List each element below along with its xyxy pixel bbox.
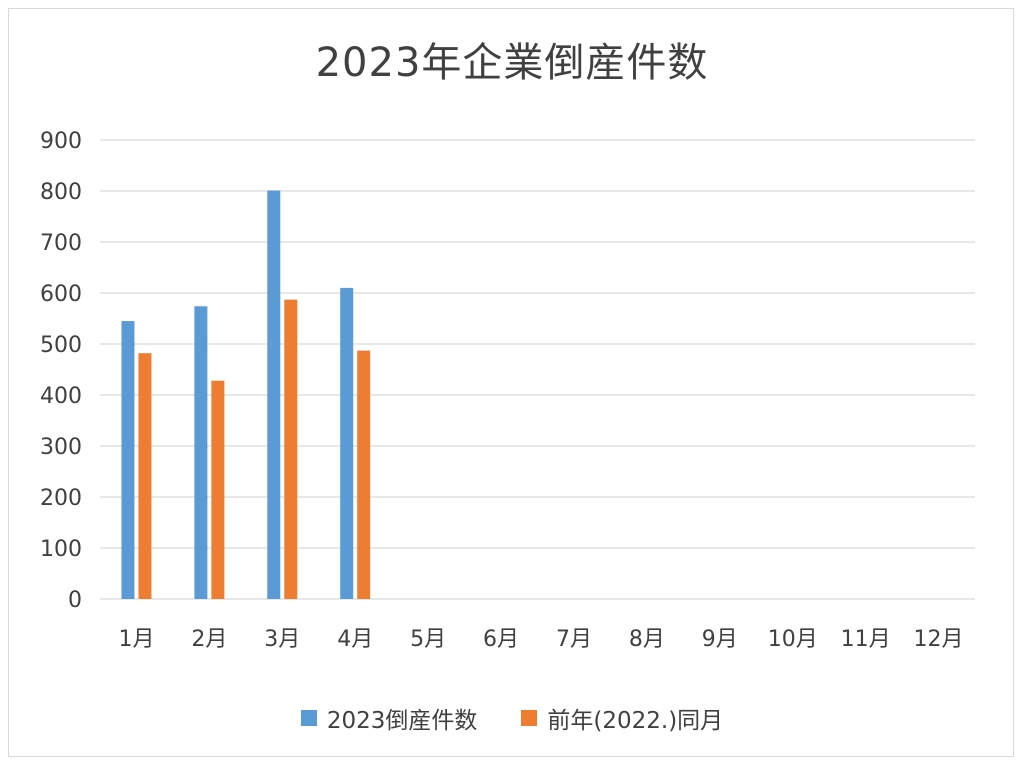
- x-tick-label: 3月: [264, 627, 300, 652]
- legend-swatch-2023: [300, 710, 317, 726]
- x-tick-label: 4月: [337, 627, 373, 652]
- x-tick-label: 1月: [118, 627, 154, 652]
- bars: [121, 190, 371, 600]
- legend: 2023倒産件数 前年(2022.)同月: [0, 698, 1024, 738]
- legend-label-2023: 2023倒産件数: [326, 708, 478, 734]
- legend-item-2023: 2023倒産件数: [300, 701, 478, 735]
- y-axis-ticks: 0 100 200 300 400 500 600 700 800 900: [40, 129, 82, 613]
- bar-prior-year: [138, 353, 152, 599]
- x-axis-ticks: 1月 2月 3月 4月 5月 6月 7月 8月 9月 10月 11月 12月: [118, 627, 963, 652]
- y-tick-label: 300: [40, 435, 82, 460]
- legend-item-prior-year: 前年(2022.)同月: [521, 701, 723, 735]
- y-tick-label: 200: [40, 486, 82, 511]
- x-tick-label: 2月: [191, 627, 227, 652]
- x-tick-label: 12月: [914, 627, 964, 652]
- y-tick-label: 800: [40, 180, 82, 205]
- legend-label-prior-year: 前年(2022.)同月: [547, 708, 724, 734]
- x-tick-label: 8月: [629, 627, 665, 652]
- bar-2023: [340, 287, 354, 599]
- bar-2023: [267, 190, 281, 600]
- y-tick-label: 400: [40, 384, 82, 409]
- bar-prior-year: [211, 380, 225, 599]
- bar-2023: [194, 306, 208, 599]
- bar-2023: [121, 321, 135, 599]
- y-tick-label: 0: [68, 588, 82, 613]
- y-tick-label: 500: [40, 333, 82, 358]
- x-tick-label: 5月: [410, 627, 446, 652]
- y-tick-label: 600: [40, 282, 82, 307]
- y-tick-label: 100: [40, 537, 82, 562]
- chart-frame: [8, 8, 1014, 757]
- x-tick-label: 7月: [556, 627, 592, 652]
- chart-title: 2023年企業倒産件数: [315, 40, 709, 86]
- legend-swatch-prior-year: [521, 710, 538, 726]
- x-tick-label: 11月: [841, 627, 891, 652]
- bar-prior-year: [284, 299, 298, 599]
- bar-prior-year: [357, 350, 371, 599]
- x-tick-label: 6月: [483, 627, 519, 652]
- x-tick-label: 9月: [702, 627, 738, 652]
- y-tick-label: 900: [40, 129, 82, 154]
- x-tick-label: 10月: [768, 627, 818, 652]
- gridlines: [100, 139, 975, 600]
- y-tick-label: 700: [40, 231, 82, 256]
